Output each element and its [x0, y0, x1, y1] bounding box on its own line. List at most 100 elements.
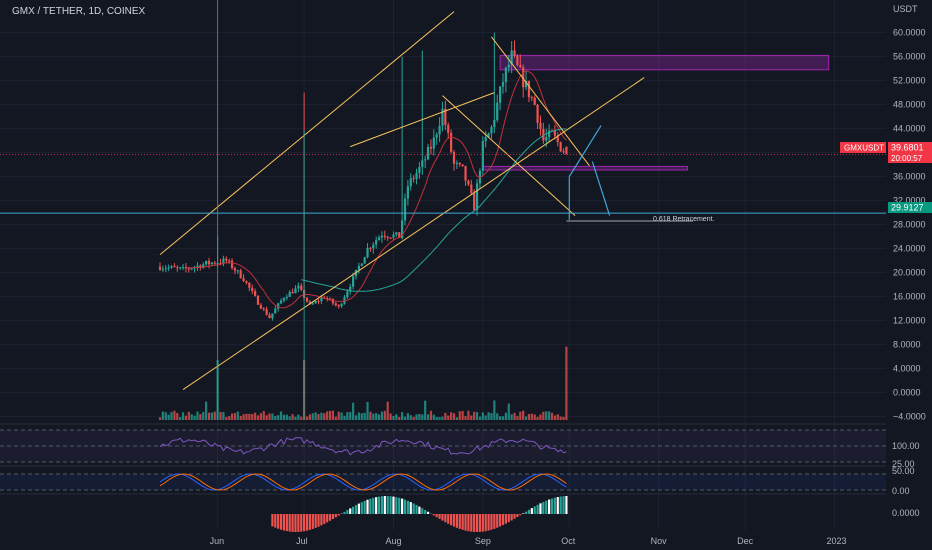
candle-body	[317, 300, 320, 302]
trendline	[491, 36, 590, 167]
macd-bar	[553, 497, 556, 514]
volume-bar	[193, 415, 196, 420]
macd-bar	[496, 514, 499, 528]
candle-body	[418, 166, 421, 174]
candle-body	[268, 314, 271, 319]
volume-bar	[199, 414, 202, 420]
volume-bar	[450, 412, 453, 420]
volume-bar	[285, 414, 288, 420]
candle-body	[493, 120, 496, 128]
candle-body	[473, 193, 476, 211]
volume-bar	[524, 416, 528, 420]
volume-bar	[539, 414, 542, 420]
macd-bar	[360, 502, 363, 514]
candle-body	[274, 308, 277, 314]
macd-bar	[395, 497, 398, 514]
trendline	[350, 92, 495, 148]
macd-bar	[527, 509, 531, 514]
volume-bar	[291, 414, 294, 420]
volume-bar	[320, 412, 323, 420]
volume-bar	[236, 411, 239, 420]
y-tick-label: 24.0000	[893, 244, 926, 254]
macd-bar	[481, 514, 484, 532]
macd-bar	[372, 497, 375, 514]
candle-body	[176, 267, 179, 269]
candle-body	[199, 265, 202, 268]
candle-body	[205, 260, 208, 265]
macd-bar	[524, 511, 528, 514]
volume-bar	[230, 413, 234, 420]
candle-body	[426, 146, 430, 160]
candle-body	[438, 125, 441, 135]
x-tick-label: Sep	[475, 536, 491, 546]
macd-bar	[519, 514, 522, 516]
candle-body	[548, 130, 551, 138]
candle-body	[259, 304, 262, 309]
candle-body	[389, 237, 392, 239]
macd-bar	[438, 514, 441, 519]
volume-bar	[288, 416, 291, 420]
volume-bar	[265, 415, 268, 420]
candle-body	[386, 236, 389, 238]
macd-bar	[484, 514, 487, 532]
candle-body	[366, 247, 369, 258]
macd-bar	[363, 500, 366, 514]
macd-bar	[450, 514, 453, 526]
volume-bar	[352, 402, 355, 420]
macd-zero-label: 0.0000	[892, 508, 920, 518]
macd-bar	[522, 513, 525, 514]
macd-bar	[424, 509, 427, 514]
macd-bar	[386, 496, 389, 514]
volume-bar	[184, 415, 188, 420]
macd-bar	[501, 514, 505, 526]
candle-body	[372, 244, 375, 249]
volume-bar	[354, 415, 358, 420]
volume-bar	[222, 412, 225, 420]
volume-bar	[219, 411, 222, 420]
volume-bar	[392, 416, 395, 420]
candle-body	[553, 130, 556, 136]
macd-bar	[475, 514, 479, 532]
volume-bar	[323, 413, 326, 420]
y-tick-label: 52.0000	[893, 76, 926, 86]
candle-body	[530, 97, 533, 99]
candle-body	[377, 237, 381, 241]
candle-body	[533, 97, 536, 105]
stoch-band-lower: 0.00	[892, 486, 910, 496]
volume-bar	[277, 415, 280, 420]
volume-bar	[164, 412, 167, 420]
volume-bar	[452, 413, 456, 420]
volume-bar	[196, 411, 199, 420]
candle-body	[513, 50, 516, 56]
volume-bar	[366, 401, 369, 420]
y-tick-label: 32.0000	[893, 196, 926, 206]
volume-bar	[550, 412, 554, 420]
macd-bar	[380, 496, 384, 514]
macd-bar	[510, 514, 513, 521]
macd-bar	[559, 496, 562, 514]
macd-bar	[562, 496, 565, 514]
candle-body	[539, 122, 542, 130]
volume-bar	[484, 415, 487, 420]
volume-bar	[510, 414, 513, 420]
macd-bar	[291, 514, 294, 532]
macd-bar	[467, 514, 470, 532]
volume-bar	[380, 411, 384, 420]
stoch-band-labels: 25.00 50.00 0.00	[892, 459, 915, 496]
candle-body	[363, 257, 366, 264]
candle-body	[219, 262, 222, 264]
x-tick-label: Jun	[210, 536, 225, 546]
trendline	[182, 77, 645, 391]
volume-bar	[158, 417, 162, 420]
candle-body	[444, 108, 447, 125]
volume-bar	[441, 416, 444, 420]
volume-bar	[314, 412, 317, 420]
candle-body	[452, 151, 456, 164]
candle-body	[334, 303, 337, 306]
candle-body	[228, 260, 231, 262]
macd-bar	[403, 499, 407, 514]
volume-bar	[496, 413, 499, 420]
candle-body	[432, 137, 435, 149]
